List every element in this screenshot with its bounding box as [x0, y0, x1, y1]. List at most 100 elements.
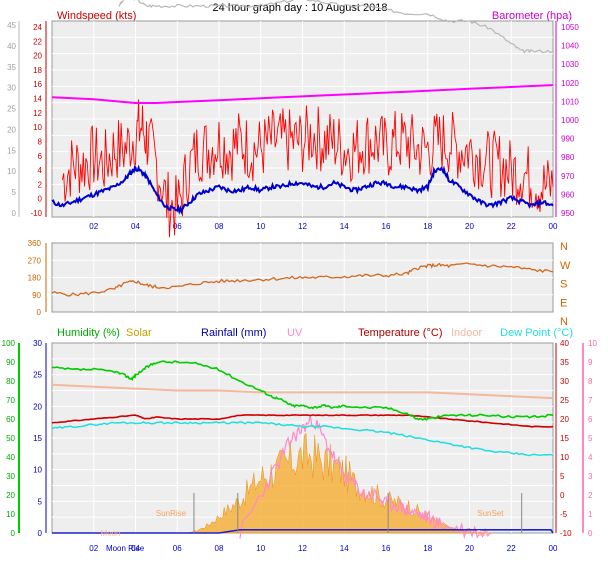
- temp-panel-x-tick: 08: [215, 544, 224, 553]
- wind-inner-tick: 0: [38, 195, 43, 204]
- wind-panel-x-tick: 06: [173, 222, 182, 231]
- uv-tick: 3: [588, 472, 593, 481]
- uv-line: [239, 414, 491, 539]
- wind-outer-tick: 20: [7, 125, 16, 134]
- temp-panel-x-tick: 14: [340, 544, 349, 553]
- direction-tick: 360: [28, 239, 42, 248]
- wind-outer-tick: 30: [7, 84, 16, 93]
- temperature-tick: 30: [560, 377, 569, 386]
- wind-inner-tick: 12: [33, 109, 42, 118]
- rain-tick: 5: [38, 497, 43, 506]
- temperature-line: [51, 414, 554, 428]
- wind-inner-tick: 6: [38, 152, 43, 161]
- wind-outer-tick: 45: [7, 21, 16, 30]
- humidity-tick: 100: [2, 339, 16, 348]
- temp-panel-x-tick: 16: [382, 544, 391, 553]
- wind-inner-tick: 16: [33, 80, 42, 89]
- wind-outer-tick: 35: [7, 63, 16, 72]
- compass-label: W: [560, 260, 571, 272]
- temperature-tick: 10: [560, 453, 569, 462]
- wind-outer-tick: 25: [7, 105, 16, 114]
- uv-tick: 9: [588, 358, 593, 367]
- temperature-label: Temperature (°C): [358, 327, 442, 339]
- humidity-tick: 60: [6, 415, 15, 424]
- rain-tick: 0: [38, 529, 43, 538]
- wind-inner-tick: 10: [33, 123, 42, 132]
- baro-tick: 960: [561, 190, 575, 199]
- wind-inner-tick: 4: [38, 166, 43, 175]
- rain-tick: 25: [33, 371, 42, 380]
- wind-direction-line: [51, 262, 554, 297]
- event-annotation: SunSet: [477, 509, 504, 518]
- wind-inner-tick: 22: [33, 37, 42, 46]
- wind-panel-x-tick: 16: [382, 222, 391, 231]
- chart-title: 24 hour graph day : 10 August 2018: [213, 2, 388, 14]
- temp-panel-x-tick: 06: [173, 544, 182, 553]
- rain-tick: 10: [33, 466, 42, 475]
- temp-panel-x-tick: 04: [131, 544, 140, 553]
- wind-panel-x-tick: 00: [549, 222, 558, 231]
- humidity-line: [51, 360, 554, 421]
- uv-tick: 5: [588, 434, 593, 443]
- event-annotation: Moon: [100, 529, 120, 538]
- baro-tick: 1050: [561, 23, 579, 32]
- temp-panel-x-tick: 22: [507, 544, 516, 553]
- indoor-label: Indoor: [451, 327, 483, 339]
- wind-panel-x-tick: 22: [507, 222, 516, 231]
- humidity-tick: 50: [6, 434, 15, 443]
- humidity-tick: 80: [6, 377, 15, 386]
- humidity-label: Humidity (%): [57, 327, 120, 339]
- windspeed-label: Windspeed (kts): [57, 10, 136, 22]
- wind-outer-tick: 15: [7, 146, 16, 155]
- temp-panel-x-tick: 00: [549, 544, 558, 553]
- wind-panel-x-tick: 10: [256, 222, 265, 231]
- humidity-tick: 30: [6, 472, 15, 481]
- temp-panel-x-tick: 18: [423, 544, 432, 553]
- baro-tick: 950: [561, 209, 575, 218]
- wind-panel-x-tick: 08: [215, 222, 224, 231]
- average-wind-line: [51, 164, 554, 215]
- compass-label: N: [560, 241, 568, 253]
- temp-panel-x-tick: 02: [89, 544, 98, 553]
- compass-label: S: [560, 279, 567, 291]
- dew-point-line: [51, 421, 554, 457]
- baro-tick: 1020: [561, 79, 579, 88]
- uv-tick: 4: [588, 453, 593, 462]
- humidity-tick: 10: [6, 510, 15, 519]
- compass-label: N: [560, 316, 568, 328]
- temperature-tick: 25: [560, 396, 569, 405]
- baro-tick: 1040: [561, 42, 579, 51]
- wind-outer-tick: 10: [7, 167, 16, 176]
- temperature-humidity-panel: 0102030405060708090100051015202530-10-50…: [2, 339, 598, 553]
- wind-inner-tick: 18: [33, 66, 42, 75]
- wind-panel-x-tick: 18: [423, 222, 432, 231]
- wind-outer-tick: 0: [12, 209, 17, 218]
- humidity-tick: 40: [6, 453, 15, 462]
- wind-inner-tick: 20: [33, 52, 42, 61]
- temp-panel-x-tick: 12: [298, 544, 307, 553]
- indoor-temperature-line: [51, 383, 554, 400]
- temperature-tick: 20: [560, 415, 569, 424]
- wind-panel-x-tick: 04: [131, 222, 140, 231]
- baro-tick: 1010: [561, 97, 579, 106]
- wind-barometer-panel: 051015202530354045-100246810121416182022…: [7, 0, 579, 238]
- wind-panel-x-tick: 02: [89, 222, 98, 231]
- baro-tick: 1030: [561, 60, 579, 69]
- barometer-label: Barometer (hpa): [492, 10, 572, 22]
- direction-tick: 90: [32, 291, 41, 300]
- uv-tick: 2: [588, 491, 593, 500]
- temperature-tick: -10: [560, 529, 572, 538]
- wind-panel-x-tick: 12: [298, 222, 307, 231]
- direction-tick: 180: [28, 274, 42, 283]
- rainfall-label: Rainfall (mm): [201, 327, 266, 339]
- baro-tick: 970: [561, 172, 575, 181]
- uv-label: UV: [287, 327, 303, 339]
- wind-inner-tick: 8: [38, 137, 43, 146]
- uv-tick: 0: [588, 529, 593, 538]
- wind-inner-tick: -10: [30, 209, 42, 218]
- rain-tick: 15: [33, 434, 42, 443]
- uv-tick: 8: [588, 377, 593, 386]
- rainfall-line: [52, 529, 554, 534]
- temperature-tick: 40: [560, 339, 569, 348]
